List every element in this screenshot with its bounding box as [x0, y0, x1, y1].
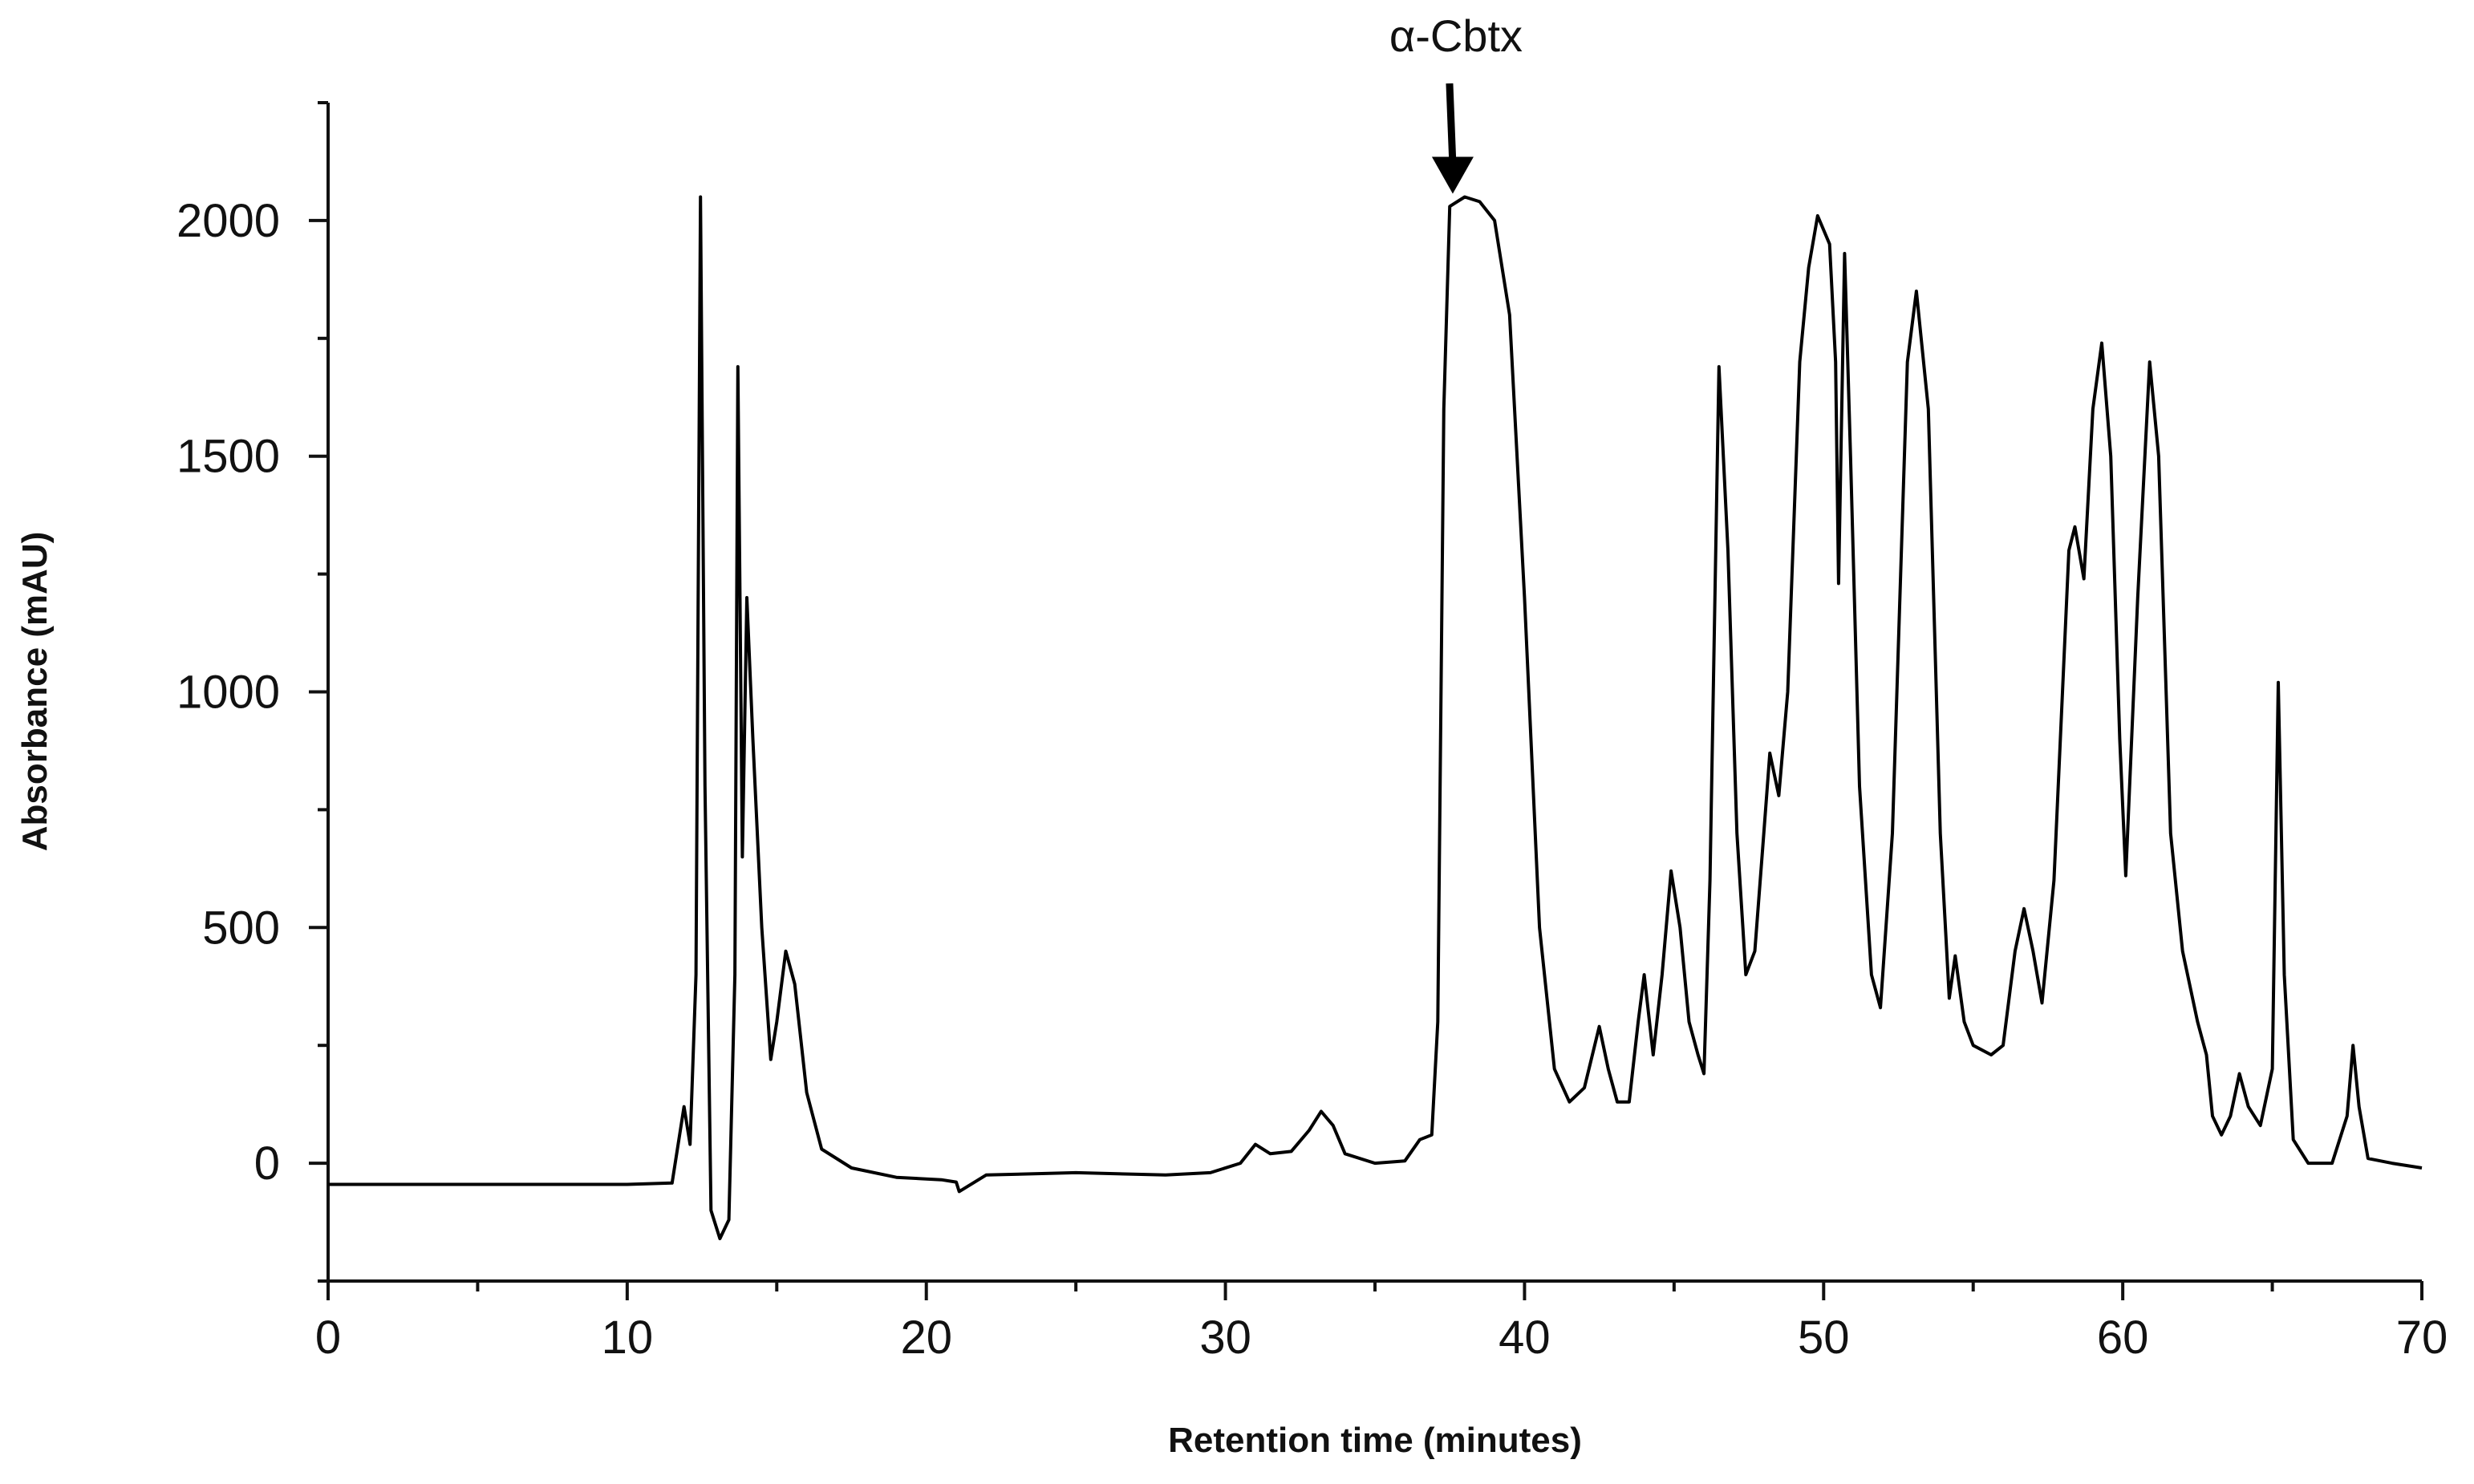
x-tick-label: 0 — [315, 1312, 341, 1364]
x-axis-title: Retention time (minutes) — [1168, 1421, 1582, 1460]
annotation-arrow-shaft — [1446, 83, 1457, 165]
y-axis-title: Absorbance (mAU) — [15, 532, 55, 852]
x-tick-label: 20 — [900, 1312, 952, 1364]
x-tick-label: 10 — [602, 1312, 654, 1364]
x-tick-label: 40 — [1499, 1312, 1551, 1364]
trace — [328, 195, 2423, 1241]
y-tick-label: 0 — [254, 1137, 280, 1190]
x-tick-label: 60 — [2097, 1312, 2149, 1364]
y-tick-label: 500 — [202, 902, 280, 954]
annotation-arrow-head — [1431, 156, 1474, 194]
x-tick-label: 30 — [1199, 1312, 1251, 1364]
x-tick-label: 70 — [2396, 1312, 2448, 1364]
y-tick-label: 1500 — [176, 431, 280, 483]
y-tick-label: 2000 — [176, 195, 280, 247]
y-tick-label: 1000 — [176, 667, 280, 719]
x-tick-label: 50 — [1798, 1312, 1850, 1364]
annotation-label: α-Cbtx — [1389, 10, 1523, 61]
